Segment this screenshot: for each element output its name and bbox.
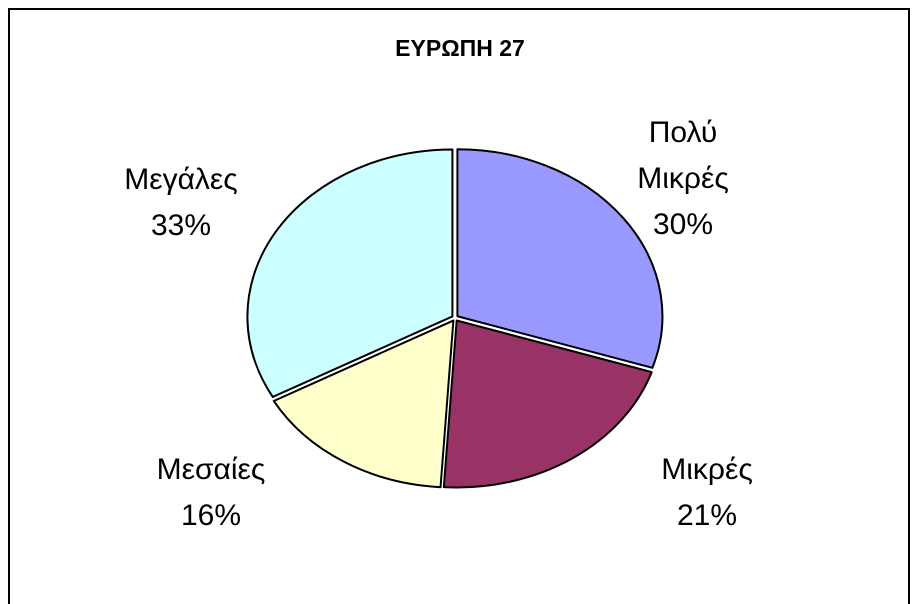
category-label: Πολύ Μικρές [637,116,729,195]
pie-slice [456,148,664,369]
slice-label: Πολύ Μικρές 30% [618,110,748,248]
chart-frame [8,8,910,604]
pie-slice [442,319,653,489]
pie-slice [246,148,454,398]
slice-label: Μεγάλες 33% [96,157,266,249]
category-label: Μεσαίες [156,453,266,486]
category-label: Μεγάλες [124,163,238,196]
slice-label: Μικρές 21% [622,447,792,539]
value-label: 30% [652,208,714,241]
chart-title: ΕΥΡΩΠΗ 27 [395,35,525,61]
value-label: 21% [676,499,738,532]
pie-slice [272,319,455,489]
value-label: 33% [150,209,212,242]
category-label: Μικρές [661,453,753,486]
value-label: 16% [180,499,242,532]
slice-label: Μεσαίες 16% [126,447,296,539]
